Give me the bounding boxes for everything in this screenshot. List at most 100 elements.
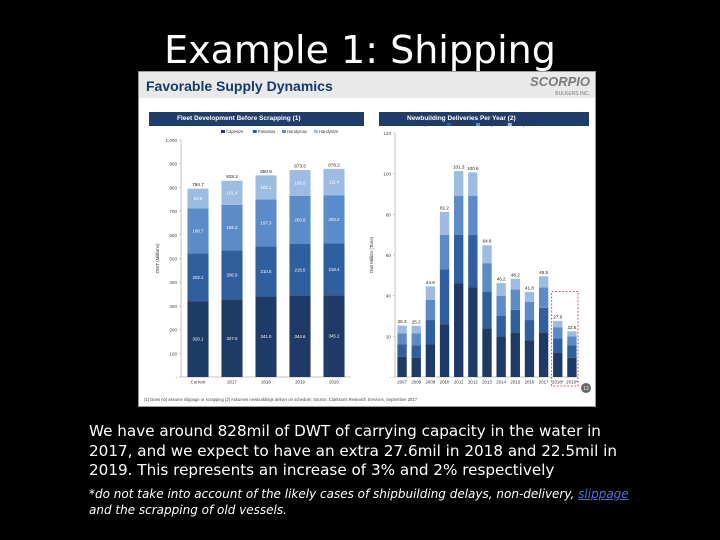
newbuild-y-tick-label: 120 — [383, 131, 391, 136]
fleet-segment-label: 83.8 — [194, 196, 203, 201]
newbuild-bar-capesize — [397, 356, 407, 377]
fleet-y-tick-label: 700 — [169, 209, 177, 214]
fleet-bar-panamax — [255, 246, 277, 297]
newbuild-legend-label: Panamax — [452, 122, 471, 127]
fleet-legend-label: Capesize — [226, 129, 244, 134]
fleet-segment-label: 218.4 — [329, 267, 341, 272]
newbuild-bar-handymax — [553, 327, 563, 339]
fleet-segment-label: 327.6 — [227, 336, 239, 341]
fleet-legend-label: Panamax — [258, 129, 277, 134]
fleet-segment-label: 101.4 — [227, 190, 239, 195]
newbuild-x-tick-label: 2009 — [425, 380, 435, 385]
fleet-y-tick-label: 200 — [169, 328, 177, 333]
newbuild-y-tick-label: 60 — [386, 253, 392, 258]
newbuild-x-tick-label: 2016 — [525, 380, 535, 385]
newbuild-projection-box — [551, 291, 579, 387]
newbuild-bar-handysize — [425, 286, 436, 300]
fleet-total-label: 850.9 — [260, 169, 272, 174]
newbuild-y-tick-label: 80 — [386, 212, 392, 217]
newbuild-y-tick-label: 40 — [386, 294, 392, 299]
fleet-y-tick-label: 1,000 — [166, 138, 178, 143]
newbuild-x-tick-label: 2011 — [454, 380, 464, 385]
fleet-bar-handymax — [255, 199, 277, 247]
newbuild-bar-panamax — [425, 320, 436, 345]
newbuild-bar-panamax — [482, 291, 492, 329]
fleet-segment-label: 341.0 — [261, 334, 273, 339]
newbuild-total-label: 49.5 — [539, 270, 548, 275]
fleet-segment-label: 345.2 — [329, 334, 341, 339]
newbuild-bar-capesize — [496, 336, 506, 377]
newbuild-bar-handysize — [538, 276, 549, 288]
fleet-segment-label: 203.2 — [329, 217, 341, 222]
fleet-legend-label: Handymax — [287, 129, 308, 134]
newbuild-total-label: 46.2 — [497, 277, 506, 282]
left-chart-title: Fleet Development Before Scrapping (1) — [149, 112, 364, 126]
company-logo: SCORPIO BULKERS INC. — [530, 75, 590, 101]
newbuild-total-label: 25.2 — [412, 319, 421, 324]
body-paragraph: We have around 828mil of DWT of carrying… — [89, 422, 617, 479]
newbuild-x-tick-label: 2010 — [440, 380, 450, 385]
logo-text: SCORPIO — [530, 74, 590, 89]
fleet-y-tick-label: 300 — [169, 304, 177, 309]
newbuild-total-label: 100.6 — [467, 166, 479, 171]
fleet-y-tick-label: 800 — [169, 185, 177, 190]
fleet-bar-handysize — [255, 175, 277, 200]
newbuild-bar-panamax — [496, 316, 506, 337]
newbuild-x-tick-label: 2017 — [539, 380, 549, 385]
newbuild-bar-handysize — [496, 283, 506, 296]
newbuild-total-label: 81.2 — [440, 205, 449, 210]
newbuild-total-label: 41.8 — [525, 286, 534, 291]
newbuild-bar-handymax — [538, 287, 549, 308]
logo-subtext: BULKERS INC. — [555, 91, 590, 97]
fleet-bar-panamax — [187, 253, 209, 302]
footnote-paragraph: *do not take into account of the likely … — [89, 486, 649, 518]
fleet-bar-handysize — [221, 180, 243, 205]
slide-title: Example 1: Shipping — [164, 28, 556, 72]
newbuild-bar-panamax — [439, 269, 450, 325]
newbuild-bar-handymax — [510, 289, 520, 310]
newbuild-legend-label: Handymax — [481, 122, 502, 127]
newbuild-bar-handymax — [397, 333, 407, 345]
newbuild-bar-panamax — [468, 234, 478, 288]
fleet-segment-label: 111.4 — [329, 180, 340, 185]
newbuild-bar-handysize — [454, 171, 464, 197]
fleet-y-tick-label: 900 — [169, 162, 177, 167]
newbuild-bar-capesize — [524, 340, 535, 377]
chart-panel: Favorable Supply Dynamics SCORPIO BULKER… — [138, 71, 596, 407]
fleet-legend-swatch — [282, 130, 286, 133]
newbuild-legend-swatch — [507, 123, 512, 126]
fleet-y-axis-label: DWT (Millions) — [155, 243, 160, 273]
newbuild-y-axis-label: Dwt Million (Tons) — [369, 236, 374, 273]
newbuild-y-tick-label: - — [389, 375, 391, 380]
newbuild-bar-handymax — [468, 196, 478, 235]
fleet-legend-swatch — [221, 130, 225, 133]
newbuild-bar-panamax — [510, 309, 520, 333]
newbuild-bar-panamax — [553, 338, 563, 353]
page-number-badge — [581, 383, 591, 393]
newbuild-bar-handymax — [496, 295, 506, 316]
newbuild-bar-handymax — [482, 263, 492, 292]
fleet-segment-label: 203.6 — [295, 217, 307, 222]
fleet-segment-label: 102.1 — [261, 185, 273, 190]
panel-footnote: (1) Does not assume slippage or scrappin… — [144, 397, 418, 402]
page-number: 13 — [583, 386, 589, 392]
fleet-x-tick-label: 2019 — [295, 380, 305, 385]
fleet-total-label: 873.3 — [294, 164, 306, 169]
newbuild-bar-panamax — [397, 344, 407, 357]
fleet-y-tick-label: 100 — [169, 351, 177, 356]
newbuild-x-tick-label: 2007 — [397, 380, 407, 385]
fleet-bar-panamax — [323, 243, 345, 296]
fleet-segment-label: 192.3 — [227, 225, 239, 230]
newbuild-bar-handysize — [439, 211, 450, 235]
right-chart-title: Newbuilding Deliveries Per Year (2) — [379, 112, 589, 126]
newbuild-total-label: 22.5 — [567, 325, 576, 330]
newbuild-y-tick-label: 100 — [383, 172, 391, 177]
fleet-y-tick-label: 500 — [169, 257, 177, 262]
fleet-total-label: 794.7 — [192, 182, 204, 187]
fleet-segment-label: 108.6 — [295, 180, 307, 185]
newbuild-bar-panamax — [567, 345, 577, 358]
slippage-link[interactable]: slippage — [578, 487, 629, 501]
newbuild-bar-capesize — [454, 283, 464, 377]
newbuild-bar-handymax — [524, 301, 535, 321]
newbuild-x-tick-label: 2012 — [468, 380, 478, 385]
